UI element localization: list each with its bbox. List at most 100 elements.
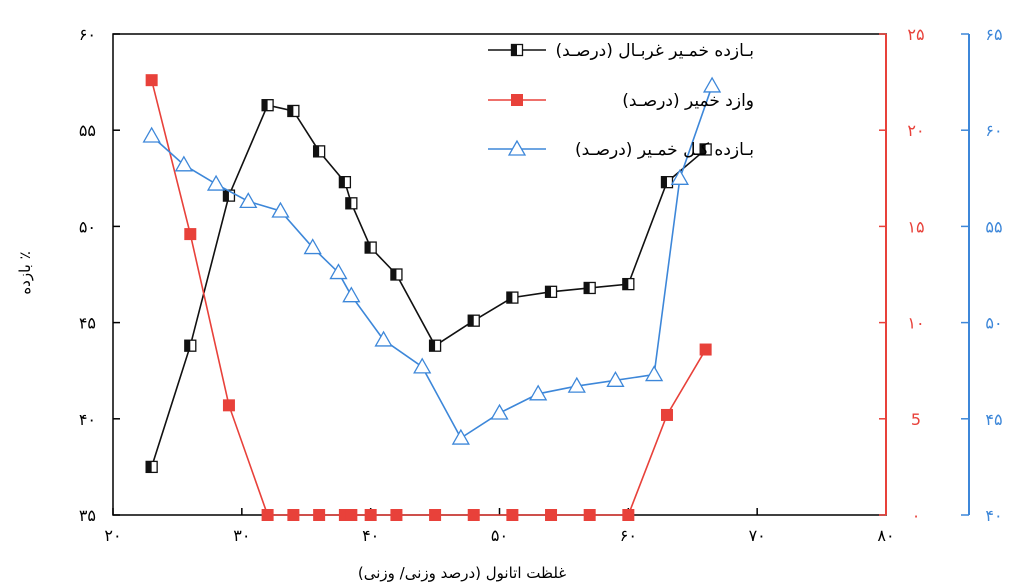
marker-half	[511, 44, 517, 56]
data-point	[467, 314, 480, 327]
red-y-tick-label: ۲۰	[907, 121, 924, 140]
data-point	[329, 263, 348, 280]
x-tick-label: ۷۰	[749, 526, 766, 545]
marker-half	[584, 282, 590, 294]
marker-half	[223, 190, 229, 202]
data-point	[544, 285, 558, 298]
series-1	[145, 99, 712, 474]
x-axis-title: غلظت اتانول (درصد وزنی/ وزنی)	[358, 564, 566, 582]
data-point	[467, 509, 480, 521]
marker-half	[146, 461, 152, 473]
series-line	[150, 104, 707, 468]
blue-y-tick-label: ۵۵	[985, 217, 1002, 236]
blue-y-tick-label: ۵۰	[985, 314, 1002, 333]
right-red-y-axis: ۰ 5 ۱۰ ۱۵ ۲۰ ۲۵	[879, 25, 925, 525]
marker-half	[390, 269, 397, 280]
data-point	[429, 509, 442, 521]
data-point	[660, 175, 674, 189]
data-point	[644, 365, 664, 382]
series-line	[151, 85, 713, 440]
data-point	[345, 197, 358, 210]
left-y-tick-label: ۵۵	[79, 121, 96, 140]
series-line	[150, 79, 707, 516]
legend-label: بـازده خمـیر غربـال (درصـد)	[555, 41, 754, 61]
data-point	[529, 384, 548, 401]
data-point	[342, 286, 361, 303]
left-y-tick-label: ۳۵	[79, 506, 96, 525]
marker-half	[345, 197, 352, 209]
data-point	[670, 168, 689, 185]
data-point	[174, 155, 193, 172]
data-point	[510, 43, 524, 57]
red-y-tick-label: ۱۵	[907, 217, 924, 236]
x-tick-label: ۶۰	[620, 526, 637, 545]
data-point	[622, 509, 635, 521]
marker-half	[313, 145, 320, 157]
data-point	[222, 399, 235, 412]
data-point	[506, 291, 519, 304]
series-2	[145, 74, 712, 521]
legend-entry: وازد خمیر (درصـد)	[488, 91, 754, 111]
data-point	[606, 371, 625, 387]
data-point	[184, 339, 197, 352]
marker-half	[339, 176, 345, 188]
x-axis: ۲۰ ۳۰ ۴۰ ۵۰ ۶۰ ۷۰ ۸۰	[104, 508, 895, 545]
data-point	[261, 509, 274, 521]
data-point	[313, 509, 326, 521]
blue-y-tick-label: ۴۵	[985, 410, 1002, 429]
left-y-tick-label: ۶۰	[79, 25, 96, 44]
data-point	[660, 408, 673, 421]
legend: بـازده خمـیر غربـال (درصـد) وازد خمیر (در…	[488, 41, 754, 160]
data-point	[312, 145, 326, 158]
data-point	[206, 174, 226, 191]
series-layer	[142, 74, 722, 521]
marker-half	[429, 340, 436, 352]
data-point	[702, 76, 722, 93]
data-point	[390, 509, 403, 521]
data-point	[184, 228, 197, 241]
marker-half	[622, 278, 629, 290]
blue-y-tick-label: ۶۰	[985, 121, 1002, 140]
data-point	[583, 281, 596, 295]
marker-half	[468, 315, 474, 327]
marker-half	[287, 105, 294, 117]
data-point	[583, 509, 596, 521]
left-y-tick-label: ۵۰	[79, 217, 96, 236]
x-tick-label: ۵۰	[491, 526, 508, 545]
data-point	[507, 139, 527, 156]
data-point	[490, 403, 509, 420]
data-point	[567, 376, 586, 393]
marker-half	[545, 286, 552, 298]
red-y-tick-label: 5	[911, 410, 921, 429]
data-point	[239, 192, 258, 209]
data-point	[699, 343, 712, 356]
marker-half	[700, 143, 706, 155]
data-point	[338, 175, 352, 189]
marker-half	[661, 176, 667, 188]
legend-label: وازد خمیر (درصـد)	[622, 91, 754, 111]
data-point	[506, 509, 519, 521]
data-point	[142, 126, 161, 143]
marker-half	[184, 340, 191, 352]
data-point	[303, 238, 322, 255]
marker-half	[506, 292, 513, 304]
data-point	[699, 143, 712, 156]
left-y-tick-label: ۴۵	[79, 314, 96, 333]
data-point	[413, 357, 432, 374]
right-blue-y-axis: ۴۰ ۴۵ ۵۰ ۵۵ ۶۰ ۶۵	[961, 25, 1003, 525]
legend-label: بـازده کـل خمـیر (درصـد)	[575, 140, 754, 160]
marker-half	[365, 242, 371, 254]
red-y-tick-label: ۲۵	[907, 25, 924, 44]
data-point	[364, 241, 377, 254]
data-point	[451, 428, 470, 445]
data-point	[271, 201, 290, 218]
data-point	[287, 509, 300, 521]
legend-entry: بـازده خمـیر غربـال (درصـد)	[488, 41, 754, 61]
x-tick-label: ۳۰	[233, 526, 250, 545]
left-y-axis: ۳۵ ۴۰ ۴۵ ۵۰ ۵۵ ۶۰	[79, 25, 120, 525]
data-point	[622, 277, 635, 291]
blue-y-tick-label: ۶۵	[985, 25, 1002, 44]
data-point	[145, 74, 158, 87]
legend-entry: بـازده کـل خمـیر (درصـد)	[488, 139, 754, 160]
